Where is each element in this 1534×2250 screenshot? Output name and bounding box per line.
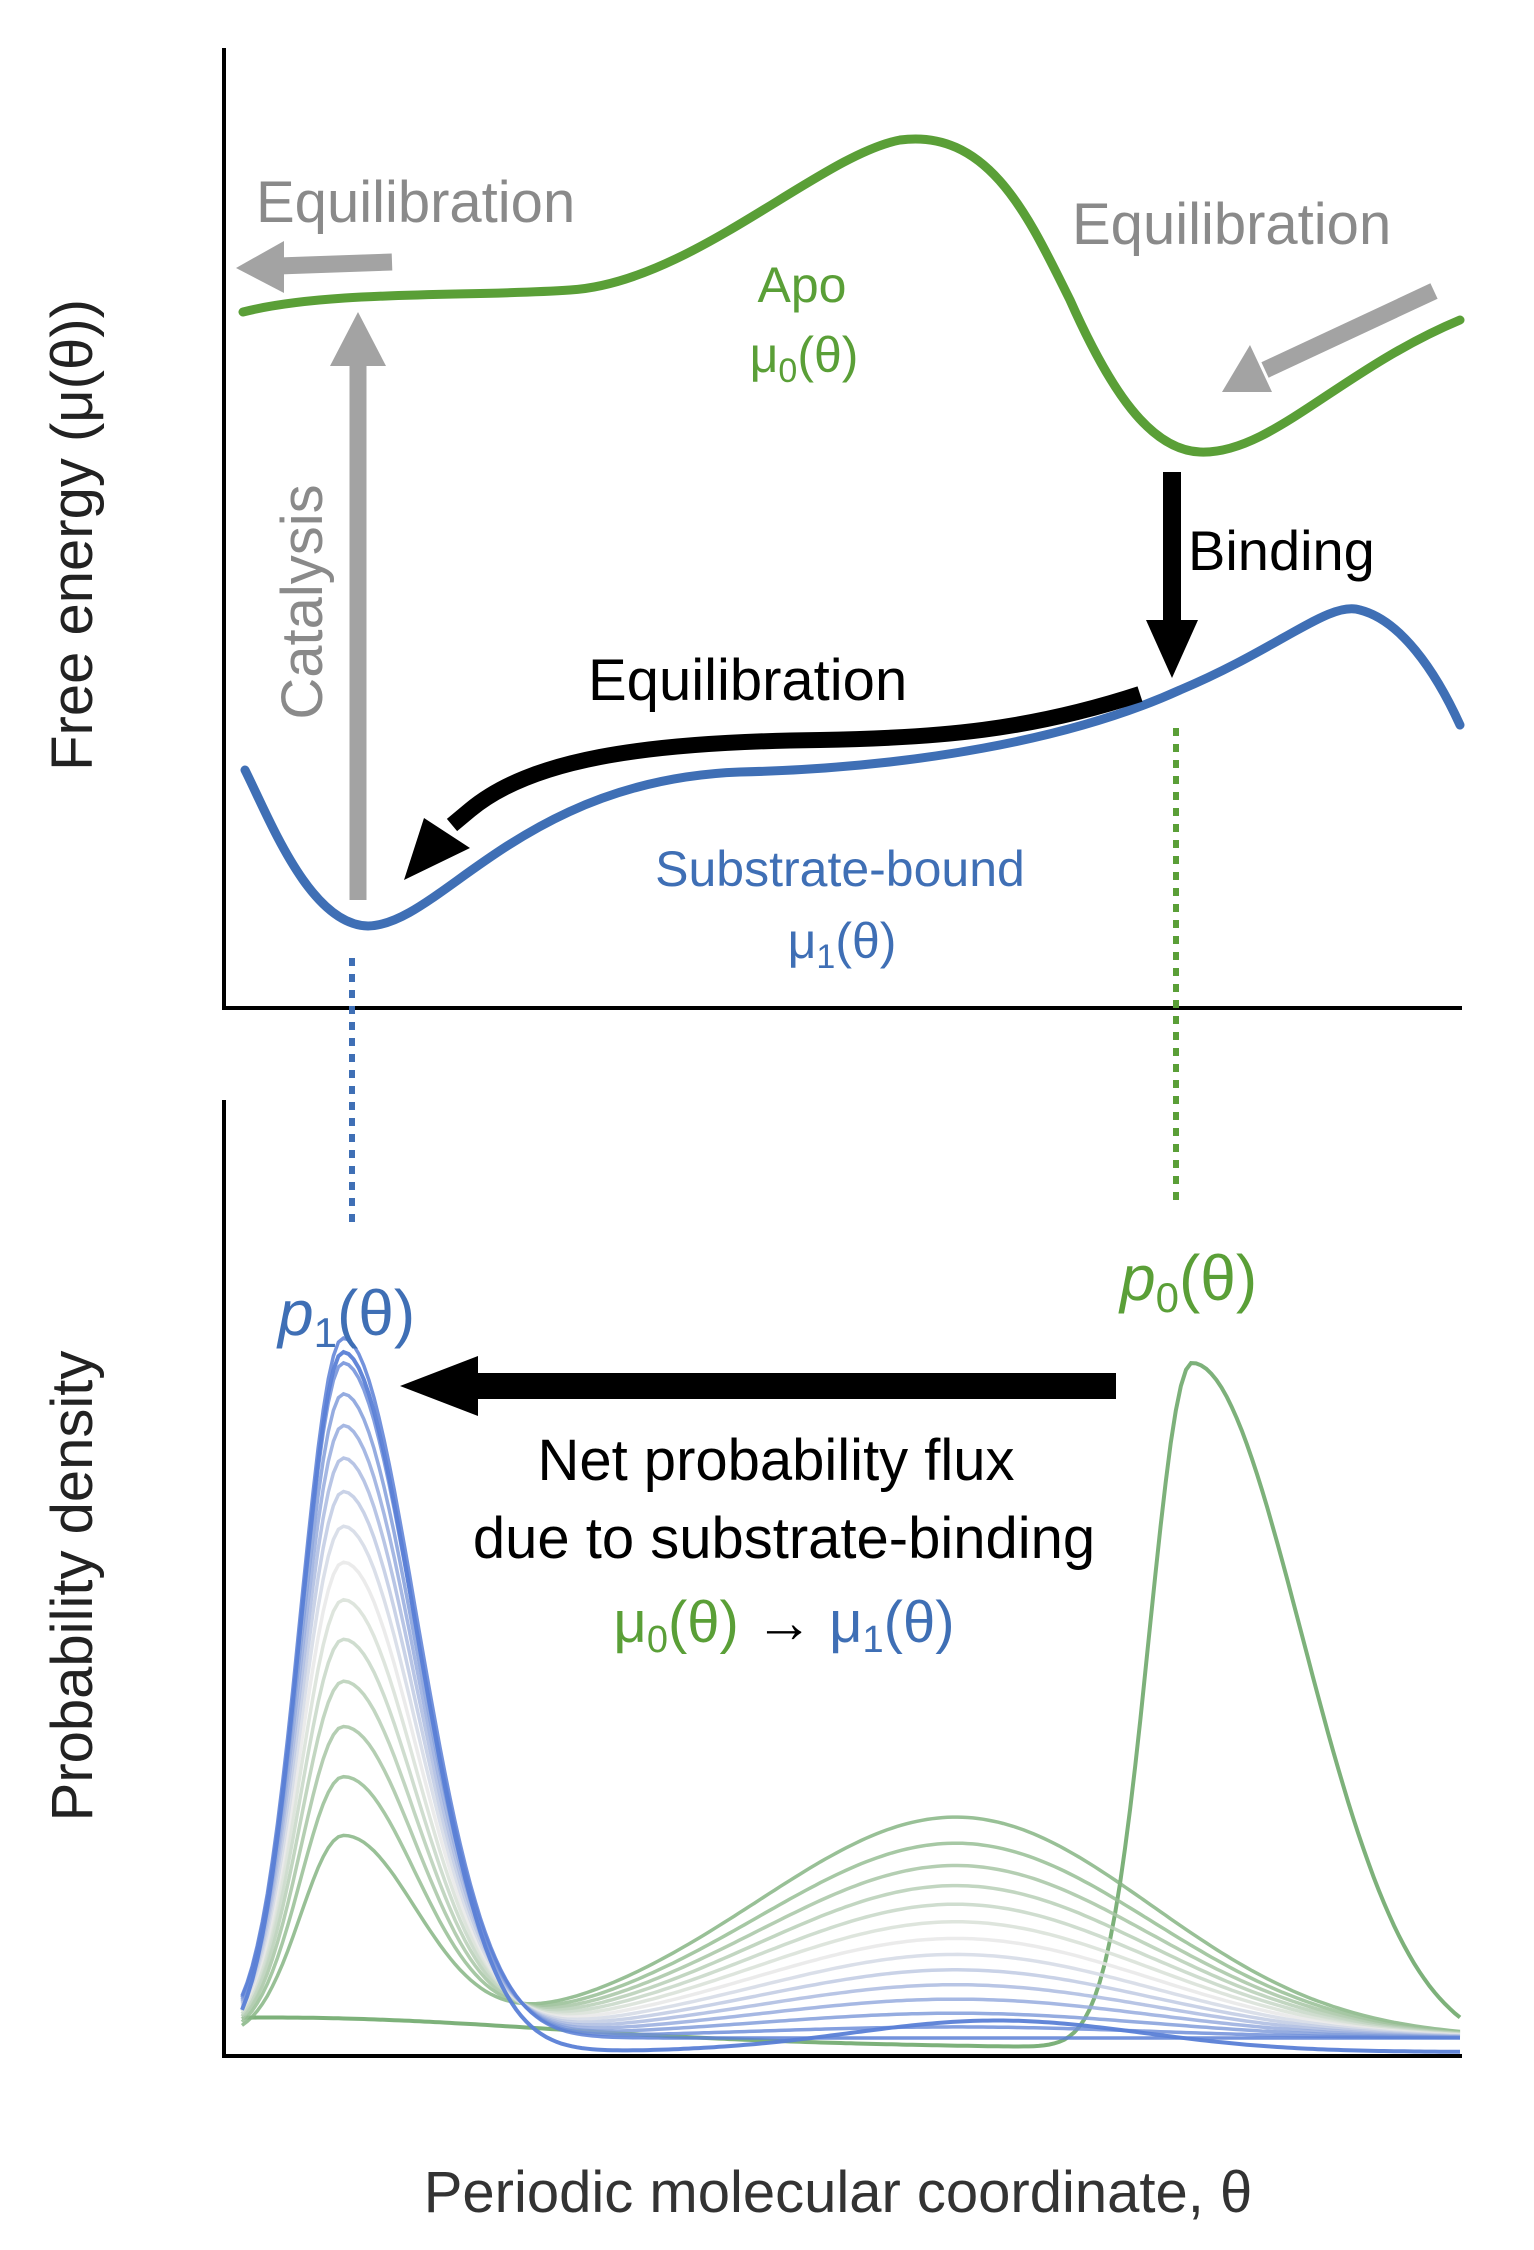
intermediate-density-curve bbox=[240, 1489, 1461, 2038]
equilibration-left-arrow bbox=[236, 241, 393, 293]
apo-mu0-label: μ0(θ) bbox=[750, 327, 859, 390]
catalysis-arrow bbox=[330, 312, 386, 900]
intermediate-density-curve bbox=[240, 1423, 1461, 2039]
p1-density-curve bbox=[240, 1349, 1460, 2054]
free-energy-panel: Free energy (μ(θ)) Equilibration Equilib… bbox=[40, 48, 1465, 1230]
bound-mu1-label: μ1(θ) bbox=[788, 913, 897, 976]
flux-label-line3: μ0(θ) → μ1(θ) bbox=[613, 1590, 954, 1661]
equilibration-left-label: Equilibration bbox=[256, 170, 575, 235]
equilibration-bound-label: Equilibration bbox=[588, 648, 907, 713]
equilibration-right-label: Equilibration bbox=[1072, 192, 1391, 257]
intermediate-density-curve bbox=[240, 1724, 1461, 2035]
intermediate-density-curve bbox=[240, 1679, 1461, 2036]
bound-free-energy-curve bbox=[240, 604, 1465, 931]
apo-label: Apo bbox=[758, 257, 847, 313]
intermediate-density-curve bbox=[240, 1335, 1460, 2040]
flux-label-line1: Net probability flux bbox=[537, 1428, 1014, 1493]
p0-density-curve bbox=[242, 1361, 1462, 2049]
probability-density-panel: Probability density p1(θ) p0(θ) Net prob… bbox=[40, 1100, 1462, 2058]
equilibration-bound-arrow bbox=[404, 686, 1143, 880]
net-flux-arrow bbox=[400, 1356, 1116, 1416]
equilibration-right-arrow bbox=[1222, 283, 1438, 392]
intermediate-density-curve bbox=[240, 1560, 1461, 2037]
intermediate-density-curve bbox=[240, 1815, 1461, 2034]
p1-label: p1(θ) bbox=[276, 1277, 415, 1356]
x-axis-label: Periodic molecular coordinate, θ bbox=[424, 2160, 1253, 2225]
intermediate-density-curve bbox=[240, 1456, 1461, 2039]
intermediate-density-curve bbox=[240, 1637, 1461, 2036]
density-curves bbox=[240, 1335, 1462, 2054]
binding-label: Binding bbox=[1188, 519, 1375, 582]
apo-free-energy-curve bbox=[238, 134, 1465, 457]
intermediate-density-curve bbox=[240, 1524, 1461, 2038]
intermediate-density-curve bbox=[240, 1597, 1461, 2037]
catalysis-label: Catalysis bbox=[270, 484, 335, 719]
top-y-axis-label: Free energy (μ(θ)) bbox=[40, 299, 105, 771]
p0-label: p0(θ) bbox=[1118, 1242, 1257, 1321]
flux-label-line2: due to substrate-binding bbox=[473, 1506, 1095, 1571]
binding-arrow bbox=[1146, 472, 1198, 678]
intermediate-density-curve bbox=[240, 1774, 1461, 2034]
bottom-y-axis-label: Probability density bbox=[40, 1351, 105, 1822]
bound-label: Substrate-bound bbox=[655, 841, 1025, 897]
